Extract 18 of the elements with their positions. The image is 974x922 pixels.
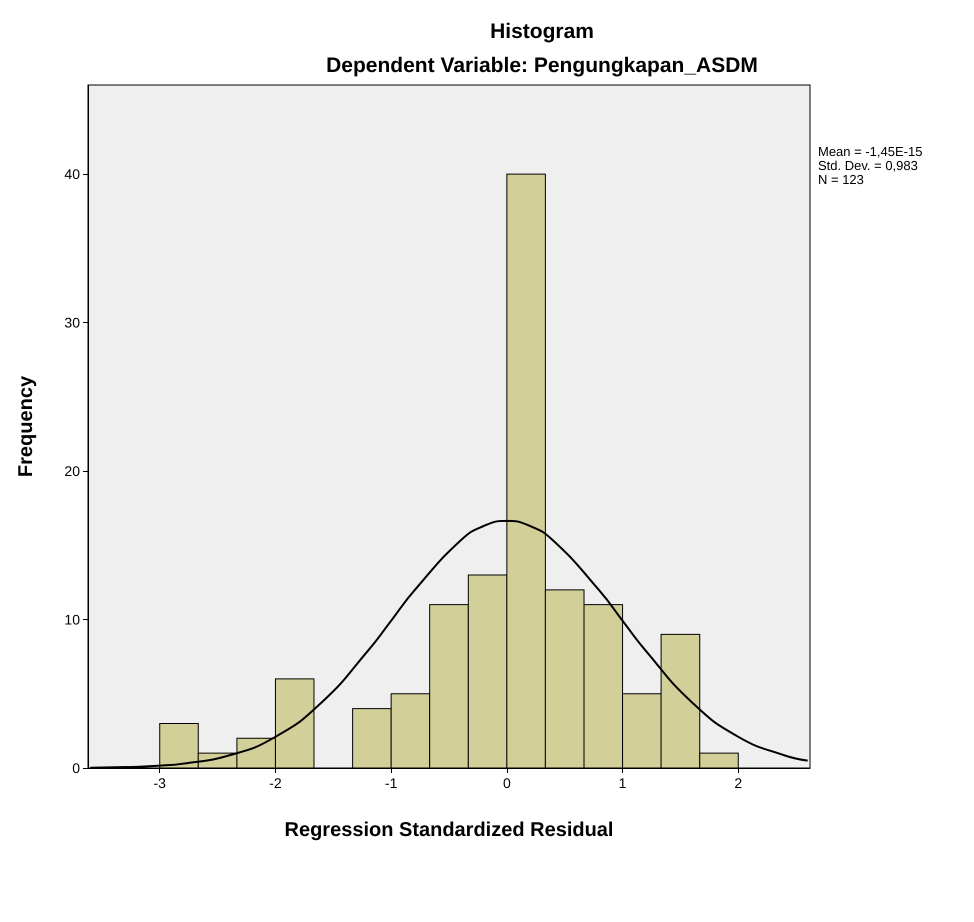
y-tick-label: 10 — [64, 612, 80, 628]
text: N = 123 — [818, 172, 864, 187]
x-axis-title: Regression Standardized Residual — [284, 819, 614, 841]
y-tick-label: 20 — [64, 463, 80, 480]
text: Mean = -1,45E-15 — [818, 144, 922, 159]
y-tick-label: 40 — [64, 166, 80, 182]
x-tick-label: -2 — [269, 775, 282, 791]
x-tick-label: -1 — [384, 775, 398, 791]
x-tick-label: 2 — [734, 775, 742, 791]
x-tick-label: 1 — [618, 775, 627, 791]
chart-title: Histogram — [490, 20, 594, 43]
y-tick-label: 30 — [64, 314, 80, 331]
text: Std. Dev. = 0,983 — [818, 158, 918, 173]
x-tick-label: 0 — [502, 775, 511, 791]
y-axis-title: Frequency — [15, 375, 37, 478]
chart-subtitle: Dependent Variable: Pengungkapan_ASDM — [326, 54, 758, 77]
y-tick-label: 0 — [72, 760, 80, 776]
x-tick-label: -3 — [154, 775, 166, 791]
